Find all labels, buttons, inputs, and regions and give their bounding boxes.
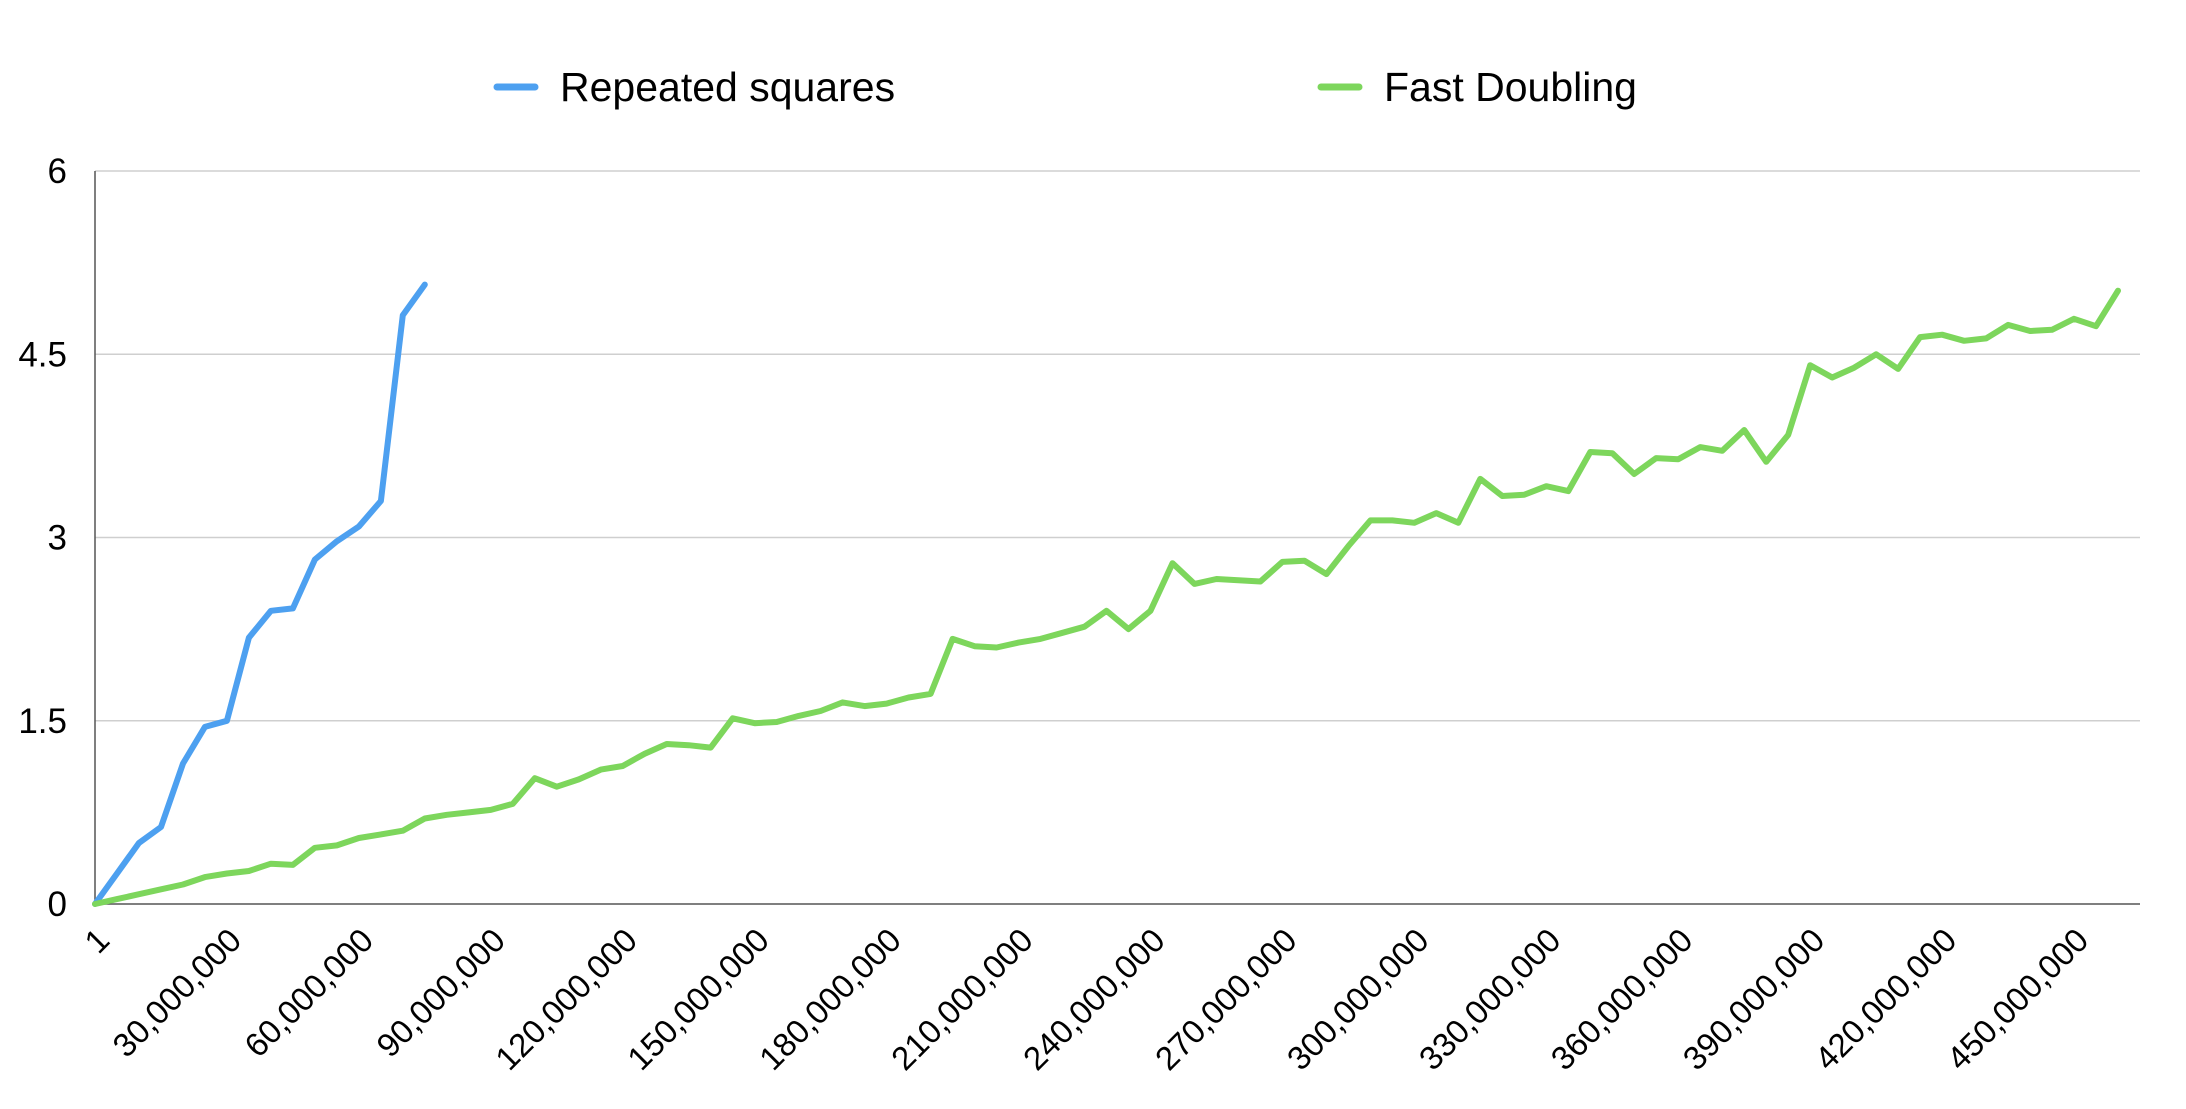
y-tick-label: 1.5: [18, 702, 67, 741]
x-tick-label: 30,000,000: [105, 921, 248, 1064]
x-tick-label: 210,000,000: [884, 921, 1040, 1077]
y-axis-ticks: 0 1.5 3 4.5 6: [18, 152, 67, 924]
x-tick-label: 360,000,000: [1544, 921, 1700, 1077]
x-tick-label: 390,000,000: [1676, 921, 1832, 1077]
y-tick-label: 4.5: [18, 335, 67, 374]
x-tick-label: 330,000,000: [1412, 921, 1568, 1077]
series-line-fast-doubling: [92, 287, 2121, 907]
x-tick-label: 1: [77, 921, 116, 960]
y-tick-label: 0: [48, 885, 67, 924]
y-tick-label: 6: [48, 152, 67, 191]
x-tick-label: 420,000,000: [1807, 921, 1963, 1077]
legend-label-repeated-squares: Repeated squares: [560, 64, 895, 110]
x-tick-label: 450,000,000: [1939, 921, 2095, 1077]
x-axis-ticks: 130,000,00060,000,00090,000,000120,000,0…: [77, 921, 2095, 1077]
axes: [94, 171, 2140, 905]
x-tick-label: 180,000,000: [752, 921, 908, 1077]
series-line-repeated-squares: [92, 281, 428, 907]
x-tick-label: 300,000,000: [1280, 921, 1436, 1077]
x-tick-label: 120,000,000: [488, 921, 644, 1077]
legend-label-fast-doubling: Fast Doubling: [1384, 64, 1637, 110]
x-tick-label: 60,000,000: [237, 921, 380, 1064]
legend: Repeated squares Fast Doubling: [493, 64, 1637, 110]
y-tick-label: 3: [48, 519, 67, 558]
x-tick-label: 90,000,000: [369, 921, 512, 1064]
x-tick-label: 150,000,000: [620, 921, 776, 1077]
series-lines: [92, 281, 2121, 907]
x-tick-label: 270,000,000: [1148, 921, 1304, 1077]
x-tick-label: 240,000,000: [1016, 921, 1172, 1077]
gridlines: [95, 170, 2140, 722]
